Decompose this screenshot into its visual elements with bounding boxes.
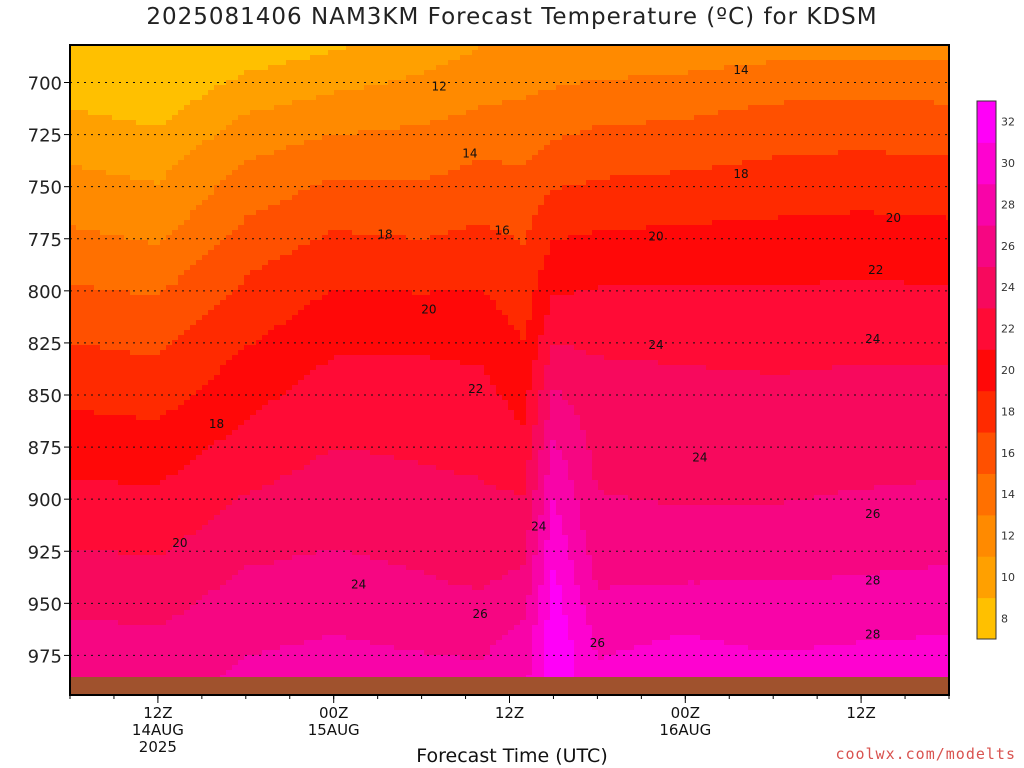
x-tick-label: 16AUG: [659, 721, 711, 739]
x-tick-label: 12Z: [495, 704, 524, 722]
y-tick-label: 825: [28, 334, 62, 355]
x-tick-label: 00Z: [671, 704, 700, 722]
x-tick-label: 14AUG: [132, 721, 184, 739]
contour-label: 14: [733, 63, 748, 77]
contour-label: 20: [886, 211, 901, 225]
contour-label: 18: [377, 228, 392, 242]
contour-label: 14: [462, 146, 477, 160]
y-tick-label: 950: [28, 594, 62, 615]
x-tick-label: 15AUG: [308, 721, 360, 739]
colorbar-label: 32: [1001, 116, 1015, 129]
contour-label: 26: [473, 607, 488, 621]
site-credit: coolwx.com/modelts: [835, 745, 1016, 763]
x-tick-label: 12Z: [143, 704, 172, 722]
colorbar-swatch: [977, 267, 996, 309]
contour-label: 20: [648, 230, 663, 244]
colorbar-swatch: [977, 432, 996, 474]
contour-label: 28: [865, 628, 880, 642]
colorbar-label: 18: [1001, 405, 1015, 418]
contour-label: 16: [495, 223, 510, 237]
contour-label: 28: [865, 573, 880, 587]
pressure-axis: 700 725 750 775 800 825 850 875 900 925 950 975: [28, 74, 70, 668]
y-tick-label: 900: [28, 490, 62, 511]
y-tick-label: 800: [28, 282, 62, 303]
contour-label: 24: [692, 451, 707, 465]
y-tick-label: 925: [28, 542, 62, 563]
colorbar-label: 22: [1001, 323, 1015, 336]
colorbar-label: 10: [1001, 571, 1015, 584]
y-tick-label: 700: [28, 74, 62, 95]
contour-label: 24: [865, 332, 880, 346]
colorbar-label: 16: [1001, 447, 1015, 460]
y-tick-label: 775: [28, 230, 62, 251]
colorbar-swatch: [977, 349, 996, 391]
ground-surface: [70, 677, 949, 695]
colorbar-label: 14: [1001, 488, 1015, 501]
colorbar-swatch: [977, 515, 996, 557]
colorbar-label: 26: [1001, 240, 1015, 253]
colorbar-swatch: [977, 225, 996, 267]
contour-label: 22: [468, 382, 483, 396]
colorbar-label: 28: [1001, 198, 1015, 211]
y-tick-label: 750: [28, 178, 62, 199]
colorbar-label: 8: [1001, 612, 1008, 625]
contour-label: 18: [733, 167, 748, 181]
colorbar-swatch: [977, 473, 996, 515]
contour-label: 22: [868, 263, 883, 277]
contour-label: 26: [590, 636, 605, 650]
colorbar-swatch: [977, 101, 996, 143]
ground-band: [70, 677, 949, 695]
y-tick-label: 725: [28, 126, 62, 147]
colorbar-swatch: [977, 556, 996, 598]
contour-label: 20: [421, 303, 436, 317]
colorbar-swatch: [977, 598, 996, 640]
x-tick-label: 00Z: [319, 704, 348, 722]
colorbar-swatch: [977, 142, 996, 184]
colorbar-label: 30: [1001, 157, 1015, 170]
contour-label: 12: [432, 80, 447, 94]
contour-label: 20: [172, 536, 187, 550]
contour-label: 24: [648, 338, 663, 352]
contour-label: 26: [865, 507, 880, 521]
colorbar: 8 10 12 14 16 18 20 22 24 26 28 30 32: [977, 101, 1015, 640]
y-tick-label: 975: [28, 646, 62, 667]
y-tick-label: 875: [28, 438, 62, 459]
colorbar-label: 24: [1001, 281, 1015, 294]
colorbar-label: 12: [1001, 530, 1015, 543]
contour-label: 24: [531, 519, 546, 533]
y-tick-label: 850: [28, 386, 62, 407]
contour-label: 18: [209, 417, 224, 431]
colorbar-swatch: [977, 391, 996, 433]
colorbar-label: 20: [1001, 364, 1015, 377]
x-tick-label: 12Z: [846, 704, 875, 722]
colorbar-swatch: [977, 308, 996, 350]
colorbar-swatch: [977, 184, 996, 226]
contour-label: 24: [351, 578, 366, 592]
temperature-heatmap: [70, 45, 953, 696]
